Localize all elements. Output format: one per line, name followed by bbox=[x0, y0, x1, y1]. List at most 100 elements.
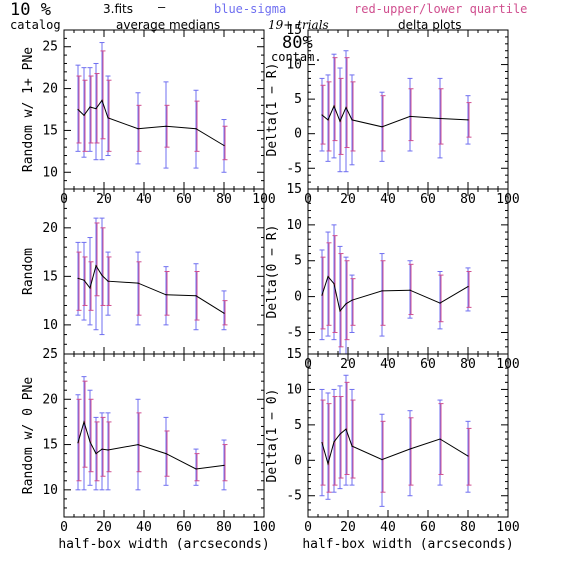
median-line bbox=[321, 104, 469, 128]
plot-frame bbox=[63, 353, 265, 518]
plot-frame bbox=[307, 29, 509, 190]
median-point bbox=[83, 114, 85, 116]
median-point bbox=[107, 280, 109, 282]
y-tick-label: 0 bbox=[294, 290, 302, 305]
median-point bbox=[77, 108, 79, 111]
x-tick-label: 20 bbox=[340, 520, 356, 535]
x-tick-label: 40 bbox=[136, 520, 152, 535]
chart-panel-delta-1-0: 0 20 40 60 80 100 -5 0 5 10 15 Delta(1 − 0) half-box… bbox=[265, 347, 520, 552]
y-tick-label: 5 bbox=[294, 92, 302, 107]
x-tick-label: 20 bbox=[340, 357, 356, 372]
plot-frame bbox=[307, 353, 509, 518]
median-point bbox=[321, 294, 323, 296]
median-point bbox=[137, 282, 139, 284]
median-point bbox=[223, 312, 225, 314]
plot-frame bbox=[307, 188, 509, 355]
red-quartile-legend: red-upper/lower quartile bbox=[354, 2, 528, 16]
median-point bbox=[381, 126, 383, 128]
plot-frame bbox=[63, 29, 265, 190]
y-tick-label: 5 bbox=[294, 418, 302, 433]
x-tick-label: 60 bbox=[176, 192, 192, 207]
y-axis-label: Delta(1 − R) bbox=[265, 63, 280, 157]
contamination-label: contam. bbox=[271, 50, 322, 64]
y-tick-label: 25 bbox=[42, 40, 58, 55]
median-line bbox=[321, 428, 469, 466]
x-tick-label: 80 bbox=[216, 192, 232, 207]
y-tick-label: 20 bbox=[42, 82, 58, 97]
median-point bbox=[165, 125, 167, 127]
median-point bbox=[467, 455, 469, 457]
y-tick-label: 5 bbox=[294, 254, 302, 269]
y-tick-label: 25 bbox=[42, 347, 58, 362]
median-point bbox=[101, 448, 103, 450]
y-tick-label: 20 bbox=[42, 221, 58, 236]
y-tick-label: 10 bbox=[42, 483, 58, 498]
x-tick-label: 40 bbox=[380, 520, 396, 535]
y-tick-label: 10 bbox=[286, 382, 302, 397]
x-tick-label: 20 bbox=[96, 520, 112, 535]
median-point bbox=[321, 114, 323, 116]
median-point bbox=[339, 310, 341, 312]
x-tick-label: 100 bbox=[252, 520, 275, 535]
x-tick-label: 60 bbox=[176, 520, 192, 535]
median-point bbox=[351, 119, 353, 121]
median-point bbox=[101, 99, 103, 101]
median-point bbox=[333, 283, 335, 285]
median-line bbox=[77, 99, 225, 146]
catalog-percent: 10 % bbox=[10, 0, 51, 20]
y-axis-label: Delta(1 − 0) bbox=[265, 389, 280, 483]
x-tick-label: 40 bbox=[136, 192, 152, 207]
y-tick-label: 0 bbox=[294, 127, 302, 142]
y-axis-label: Random w/ 0 PNe bbox=[21, 377, 36, 495]
median-point bbox=[439, 438, 441, 440]
median-point bbox=[409, 115, 411, 118]
x-tick-label: 40 bbox=[380, 192, 396, 207]
y-tick-label: 15 bbox=[42, 438, 58, 453]
catalog-label: catalog bbox=[10, 18, 61, 32]
y-tick-label: 0 bbox=[294, 453, 302, 468]
median-point bbox=[165, 453, 167, 455]
median-point bbox=[89, 106, 91, 108]
median-point bbox=[439, 302, 441, 304]
median-point bbox=[95, 265, 97, 267]
average-medians-label: average medians bbox=[116, 18, 221, 32]
median-point bbox=[409, 289, 411, 291]
median-point bbox=[107, 117, 109, 119]
median-point bbox=[339, 433, 341, 435]
y-tick-label: 15 bbox=[42, 269, 58, 284]
x-tick-label: 40 bbox=[380, 357, 396, 372]
y-tick-label: 15 bbox=[286, 347, 302, 362]
y-axis-label: Delta(0 − R) bbox=[265, 225, 280, 319]
y-tick-label: 10 bbox=[286, 218, 302, 233]
median-point bbox=[333, 441, 335, 443]
median-point bbox=[137, 443, 139, 446]
median-point bbox=[327, 275, 329, 278]
x-tick-label: 80 bbox=[460, 357, 476, 372]
y-tick-label: -5 bbox=[286, 325, 302, 340]
median-point bbox=[77, 277, 79, 279]
median-point bbox=[95, 108, 97, 110]
median-point bbox=[345, 106, 347, 109]
median-point bbox=[223, 144, 225, 147]
median-point bbox=[351, 299, 353, 301]
x-tick-label: 60 bbox=[420, 357, 436, 372]
median-point bbox=[101, 274, 103, 276]
y-tick-label: 10 bbox=[286, 58, 302, 73]
header-dash: — bbox=[158, 0, 166, 14]
y-tick-label: 15 bbox=[42, 123, 58, 138]
y-tick-label: 20 bbox=[42, 392, 58, 407]
chart-panel-random-0: 0 20 40 60 80 100 10 15 20 25 Random w/ 0 PNe half-… bbox=[21, 347, 276, 552]
x-tick-label: 60 bbox=[420, 192, 436, 207]
median-point bbox=[339, 120, 341, 122]
median-line bbox=[77, 420, 225, 470]
median-point bbox=[83, 421, 85, 423]
median-point bbox=[165, 294, 167, 296]
x-tick-label: 0 bbox=[60, 520, 68, 535]
y-axis-label: Random bbox=[21, 248, 36, 295]
y-tick-label: -5 bbox=[286, 161, 302, 176]
median-point bbox=[89, 441, 91, 443]
